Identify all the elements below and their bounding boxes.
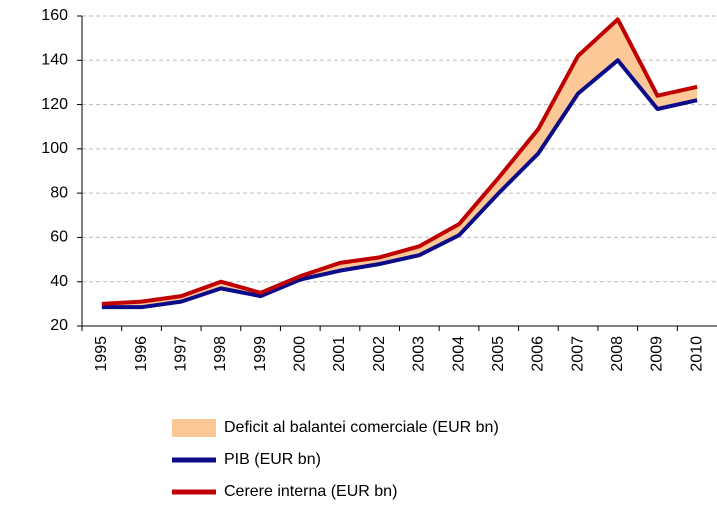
x-tick-label: 2009 (649, 336, 666, 372)
y-tick-label: 80 (50, 184, 68, 201)
x-tick-label: 2010 (688, 336, 705, 372)
y-tick-label: 100 (41, 140, 68, 157)
x-tick-label: 2001 (331, 336, 348, 372)
x-tick-label: 2002 (371, 336, 388, 372)
x-tick-label: 1999 (252, 336, 269, 372)
legend-label: Deficit al balantei comerciale (EUR bn) (224, 419, 499, 436)
legend-swatch (172, 419, 216, 437)
deficit-area (101, 19, 698, 308)
x-tick-label: 2007 (569, 336, 586, 372)
x-tick-label: 1995 (93, 336, 110, 372)
x-tick-label: 2004 (450, 336, 467, 372)
series-line (101, 58, 698, 310)
x-tick-label: 2005 (490, 336, 507, 372)
legend-label: Cerere interna (EUR bn) (224, 483, 397, 500)
x-tick-label: 1997 (172, 336, 189, 372)
x-tick-label: 2000 (292, 336, 309, 372)
y-tick-label: 60 (50, 229, 68, 246)
y-tick-label: 20 (50, 317, 68, 334)
series-line (101, 17, 698, 306)
x-tick-label: 2006 (530, 336, 547, 372)
y-tick-label: 120 (41, 96, 68, 113)
y-tick-label: 140 (41, 52, 68, 69)
x-tick-label: 1998 (212, 336, 229, 372)
legend-label: PIB (EUR bn) (224, 451, 321, 468)
x-tick-label: 2008 (609, 336, 626, 372)
x-tick-label: 1996 (133, 336, 150, 372)
y-tick-label: 40 (50, 273, 68, 290)
y-tick-label: 160 (41, 7, 68, 24)
x-tick-label: 2003 (411, 336, 428, 372)
